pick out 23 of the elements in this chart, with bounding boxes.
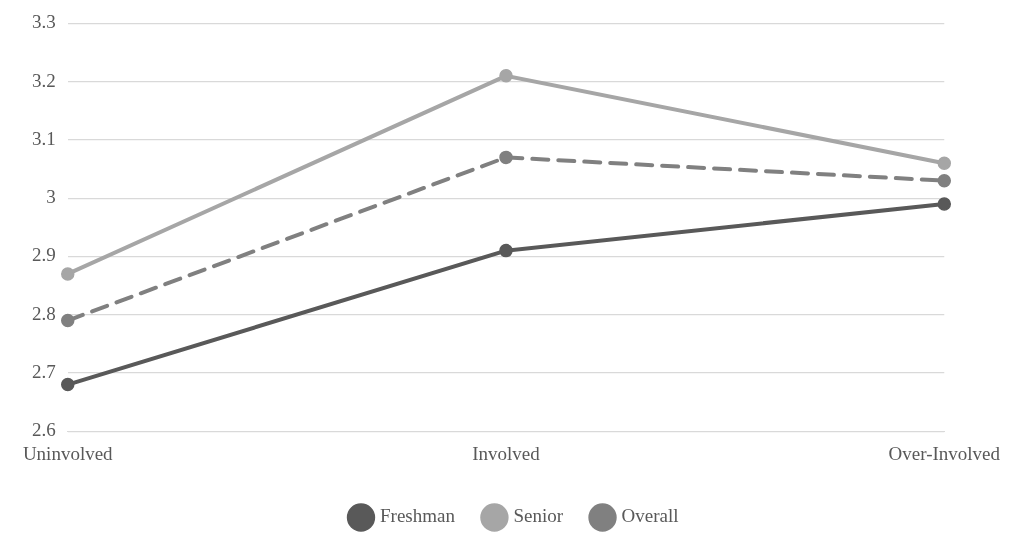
y-tick-label: 2.6 <box>32 419 56 441</box>
point <box>499 69 513 83</box>
x-tick-label: Involved <box>472 442 541 464</box>
x-tick-label: Over-Involved <box>888 442 1001 464</box>
legend-label: Senior <box>513 505 564 527</box>
point <box>937 197 952 211</box>
x-tick-label: Uninvolved <box>22 442 114 464</box>
y-tick-label: 3.1 <box>32 127 56 149</box>
point <box>499 150 513 165</box>
y-tick-label: 3 <box>46 186 56 208</box>
point <box>61 377 75 392</box>
point <box>499 243 513 258</box>
point <box>61 267 75 281</box>
y-tick-label: 3.2 <box>32 69 56 91</box>
legend-label: Overall <box>621 505 679 527</box>
point <box>937 173 952 188</box>
y-tick-label: 2.8 <box>32 302 56 324</box>
y-tick-label: 3.3 <box>32 11 56 33</box>
y-tick-label: 2.7 <box>32 360 56 382</box>
y-tick-label: 2.9 <box>32 244 56 266</box>
legend-label: Freshman <box>379 505 456 527</box>
point <box>61 313 75 328</box>
point <box>937 156 952 170</box>
